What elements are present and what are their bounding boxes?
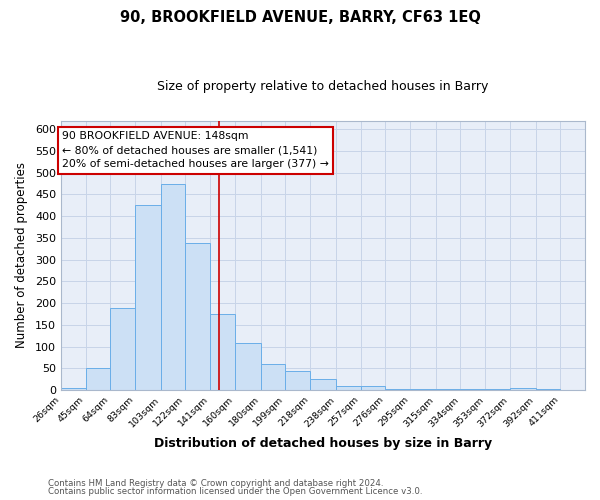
Text: Contains public sector information licensed under the Open Government Licence v3: Contains public sector information licen…: [48, 487, 422, 496]
X-axis label: Distribution of detached houses by size in Barry: Distribution of detached houses by size …: [154, 437, 492, 450]
Bar: [361, 386, 385, 390]
Bar: [185, 243, 210, 390]
Bar: [510, 388, 536, 390]
Bar: [110, 308, 135, 390]
Text: Contains HM Land Registry data © Crown copyright and database right 2024.: Contains HM Land Registry data © Crown c…: [48, 478, 383, 488]
Bar: [61, 388, 86, 390]
Bar: [286, 370, 310, 390]
Title: Size of property relative to detached houses in Barry: Size of property relative to detached ho…: [157, 80, 488, 93]
Bar: [310, 380, 336, 390]
Bar: [410, 389, 436, 390]
Text: 90 BROOKFIELD AVENUE: 148sqm
← 80% of detached houses are smaller (1,541)
20% of: 90 BROOKFIELD AVENUE: 148sqm ← 80% of de…: [62, 132, 329, 170]
Bar: [260, 364, 286, 390]
Bar: [135, 206, 161, 390]
Bar: [210, 314, 235, 390]
Bar: [161, 184, 185, 390]
Bar: [235, 343, 260, 390]
Y-axis label: Number of detached properties: Number of detached properties: [15, 162, 28, 348]
Bar: [385, 389, 410, 390]
Text: 90, BROOKFIELD AVENUE, BARRY, CF63 1EQ: 90, BROOKFIELD AVENUE, BARRY, CF63 1EQ: [119, 10, 481, 25]
Bar: [336, 386, 361, 390]
Bar: [86, 368, 110, 390]
